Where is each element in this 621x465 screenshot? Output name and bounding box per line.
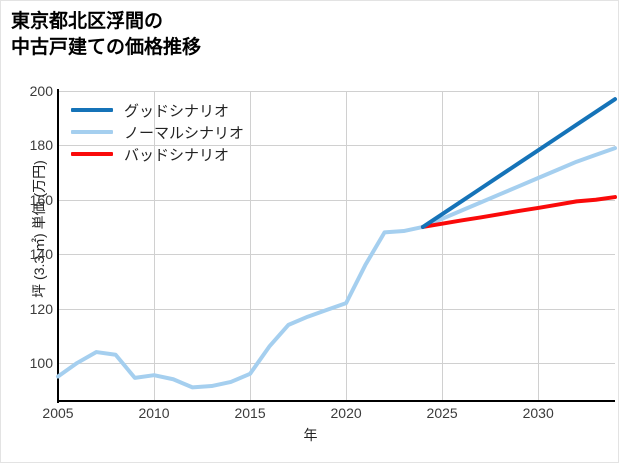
legend-swatch-icon	[71, 152, 113, 156]
page-title: 東京都北区浮間の 中古戸建ての価格推移	[11, 11, 202, 58]
x-tick-label: 2020	[330, 405, 362, 421]
legend-item-label: バッドシナリオ	[124, 146, 230, 164]
x-tick-label: 2010	[138, 405, 170, 421]
legend-item-bad-scenario[interactable]: バッドシナリオ	[71, 143, 244, 165]
legend-item-normal-scenario[interactable]: ノーマルシナリオ	[71, 121, 244, 143]
x-axis-line	[57, 400, 615, 402]
y-tick-label: 200	[29, 83, 53, 99]
gridline-vertical	[442, 91, 444, 401]
y-tick-label: 180	[29, 137, 53, 154]
x-tick-label: 2015	[234, 405, 266, 421]
legend-swatch-icon	[71, 108, 113, 112]
gridline-horizontal	[58, 145, 615, 147]
x-tick-label: 2030	[522, 405, 554, 421]
x-axis-title: 年	[303, 427, 318, 443]
y-axis-title: 坪 (3.3 ㎡) 単価 (万円)	[31, 160, 47, 298]
legend-item-good-scenario[interactable]: グッドシナリオ	[71, 99, 244, 121]
gridline-horizontal	[58, 254, 615, 256]
y-tick-label: 100	[29, 354, 53, 371]
y-tick-label: 140	[29, 246, 53, 263]
gridline-vertical	[538, 91, 540, 401]
y-tick-label: 120	[29, 300, 53, 317]
legend: グッドシナリオ ノーマルシナリオ バッドシナリオ	[69, 97, 250, 167]
y-axis-line	[57, 89, 59, 403]
gridline-horizontal	[58, 199, 615, 201]
gridline-horizontal	[58, 308, 615, 310]
x-tick-label: 2025	[426, 405, 458, 421]
y-tick-label: 160	[29, 191, 53, 208]
legend-item-label: グッドシナリオ	[124, 102, 230, 120]
gridline-vertical	[250, 91, 252, 401]
legend-item-label: ノーマルシナリオ	[124, 124, 245, 142]
gridline-vertical	[346, 91, 348, 401]
gridline-horizontal	[58, 91, 615, 92]
x-tick-label: 2005	[42, 405, 74, 421]
gridline-horizontal	[58, 362, 615, 364]
legend-swatch-icon	[71, 130, 113, 134]
